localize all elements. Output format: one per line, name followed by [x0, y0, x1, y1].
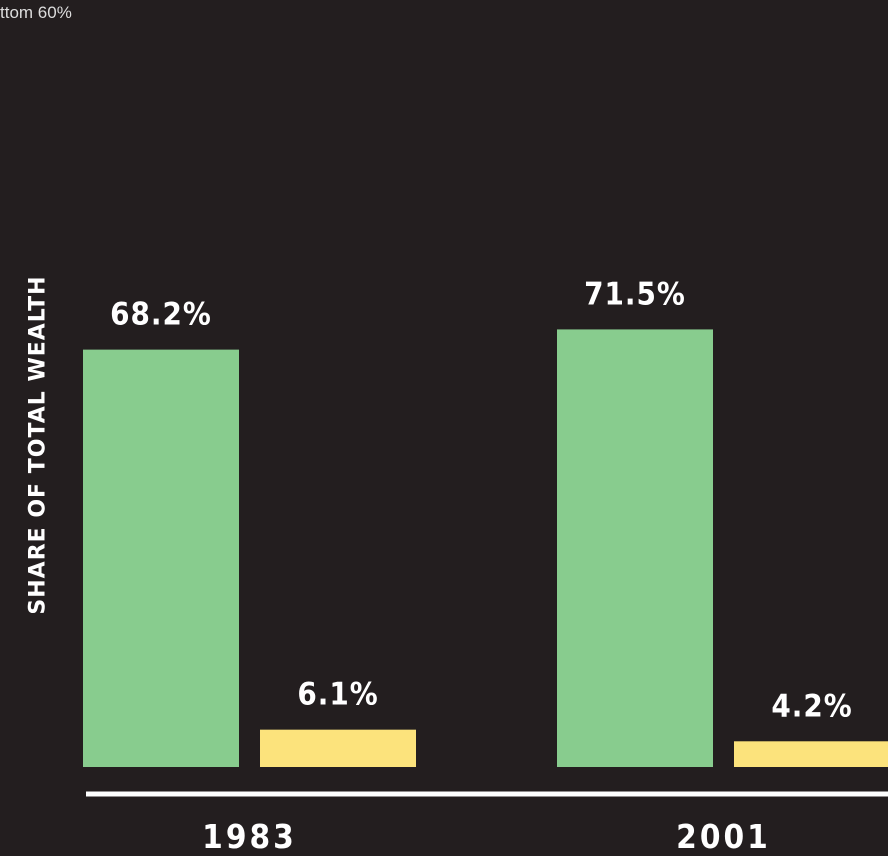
- legend-fragment: ttom 60%: [0, 3, 72, 22]
- bar-1983-series-2: [260, 729, 416, 767]
- data-label-1983-series-2: 6.1%: [297, 677, 378, 713]
- x-tick-label-2001: 2001: [676, 817, 771, 856]
- data-label-2001-series-1: 71.5%: [584, 276, 686, 312]
- x-tick-label-1983: 1983: [202, 817, 297, 856]
- bar-2001-series-1: [557, 329, 713, 767]
- bar-1983-series-1: [83, 349, 239, 767]
- data-label-2001-series-2: 4.2%: [771, 688, 852, 724]
- bar-2001-series-2: [734, 741, 888, 767]
- data-label-1983-series-1: 68.2%: [110, 297, 212, 333]
